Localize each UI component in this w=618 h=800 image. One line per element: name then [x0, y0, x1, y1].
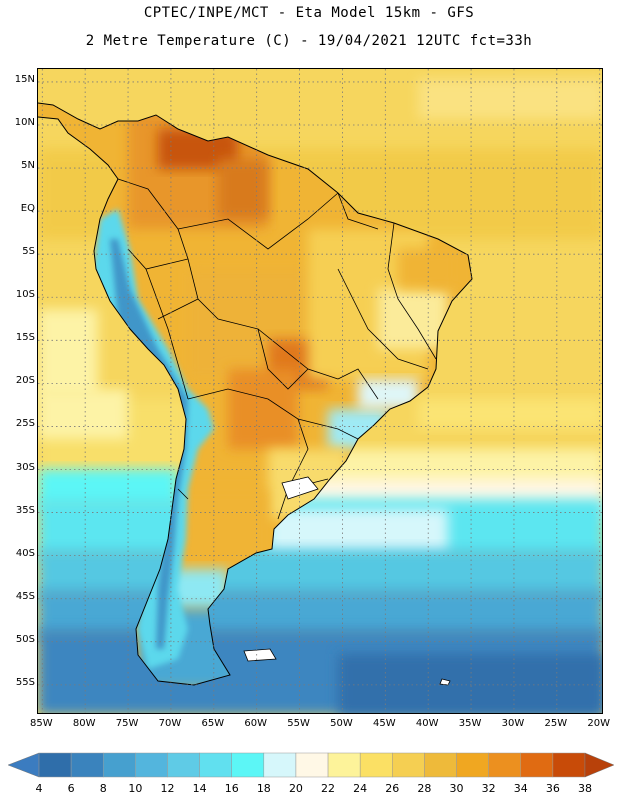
lon-tick-label: 35W: [458, 718, 482, 729]
lat-tick-label: 10N: [14, 116, 35, 128]
colorbar-tick-label: 20: [288, 782, 303, 795]
colorbar-swatch: [392, 752, 425, 778]
lat-tick-label: 5S: [22, 246, 35, 258]
lat-tick-label: 20S: [15, 375, 35, 387]
lon-tick-label: 20W: [587, 718, 611, 729]
colorbar-tick-label: 10: [128, 782, 143, 795]
lon-tick-label: 55W: [287, 718, 310, 729]
colorbar-swatch: [263, 752, 297, 778]
lon-tick-label: 80W: [72, 718, 96, 729]
lon-tick-label: 25W: [544, 718, 568, 729]
lat-tick-label: 55S: [15, 676, 35, 688]
colorbar-low-arrow: [7, 752, 40, 778]
colorbar-tick-label: 24: [353, 782, 368, 795]
colorbar-tick-label: 38: [578, 782, 592, 795]
chart-title-line2: 2 Metre Temperature (C) - 19/04/2021 12U…: [85, 33, 533, 49]
lat-tick-label: 5N: [21, 160, 35, 172]
colorbar-tick-label: 32: [481, 782, 496, 795]
colorbar-tick-label: 12: [160, 782, 175, 795]
colorbar-tick-label: 4: [35, 782, 43, 795]
colorbar-swatch: [359, 752, 393, 778]
colorbar-swatch: [135, 752, 168, 778]
colorbar: [7, 752, 615, 778]
colorbar-tick-label: 16: [224, 782, 239, 795]
map-canvas: [38, 69, 602, 713]
colorbar-swatch: [70, 752, 104, 778]
colorbar-tick-label: 8: [99, 782, 107, 795]
colorbar-tick-label: 22: [321, 782, 336, 795]
lat-tick-label: 50S: [15, 633, 35, 645]
colorbar-swatch: [552, 752, 586, 778]
lat-tick-label: 10S: [15, 289, 35, 301]
lat-tick-label: 30S: [15, 461, 35, 473]
lon-tick-label: 75W: [115, 718, 139, 729]
colorbar-swatch: [424, 752, 457, 778]
colorbar-tick-label: 26: [385, 782, 400, 795]
lon-tick-label: 50W: [330, 718, 353, 729]
chart-title-line1: CPTEC/INPE/MCT - Eta Model 15km - GFS: [143, 5, 475, 21]
temperature-map: [37, 68, 603, 714]
colorbar-swatch: [38, 752, 72, 778]
lat-tick-label: 15S: [15, 332, 35, 344]
lat-tick-label: EQ: [20, 203, 35, 215]
colorbar-swatch: [102, 752, 136, 778]
lat-tick-label: 15N: [14, 73, 35, 85]
lon-tick-label: 30W: [501, 718, 525, 729]
lon-tick-label: 40W: [415, 718, 439, 729]
colorbar-swatch: [488, 752, 522, 778]
colorbar-swatch: [327, 752, 361, 778]
colorbar-tick-label: 30: [449, 782, 464, 795]
lat-tick-label: 25S: [15, 418, 35, 430]
colorbar-tick-label: 6: [67, 782, 75, 795]
colorbar-swatch: [199, 752, 232, 778]
colorbar-swatch: [167, 752, 200, 778]
colorbar-swatch: [520, 752, 554, 778]
lat-tick-label: 40S: [15, 547, 35, 559]
colorbar-high-arrow: [584, 752, 615, 778]
lat-tick-label: 45S: [15, 590, 35, 602]
colorbar-tick-label: 34: [513, 782, 528, 795]
lon-tick-label: 85W: [29, 718, 53, 729]
lon-tick-label: 45W: [373, 718, 396, 729]
colorbar-swatch: [231, 752, 265, 778]
colorbar-swatch: [295, 752, 329, 778]
lat-tick-label: 35S: [15, 504, 35, 516]
colorbar-swatch: [456, 752, 489, 778]
lon-tick-label: 60W: [244, 718, 267, 729]
islands: [243, 476, 451, 686]
colorbar-tick-label: 28: [417, 782, 432, 795]
lon-tick-label: 70W: [158, 718, 182, 729]
colorbar-tick-label: 36: [545, 782, 560, 795]
coastline: [38, 102, 473, 686]
colorbar-tick-label: 14: [192, 782, 207, 795]
colorbar-tick-label: 18: [256, 782, 271, 795]
lon-tick-label: 65W: [201, 718, 225, 729]
